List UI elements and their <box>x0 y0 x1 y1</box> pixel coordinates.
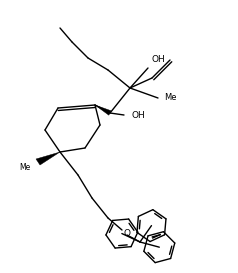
Text: OH: OH <box>132 111 146 120</box>
Text: O: O <box>124 230 130 239</box>
Text: Me: Me <box>19 164 30 173</box>
Text: Me: Me <box>164 93 177 102</box>
Polygon shape <box>36 152 60 165</box>
Polygon shape <box>95 105 111 115</box>
Text: OH: OH <box>152 55 166 64</box>
